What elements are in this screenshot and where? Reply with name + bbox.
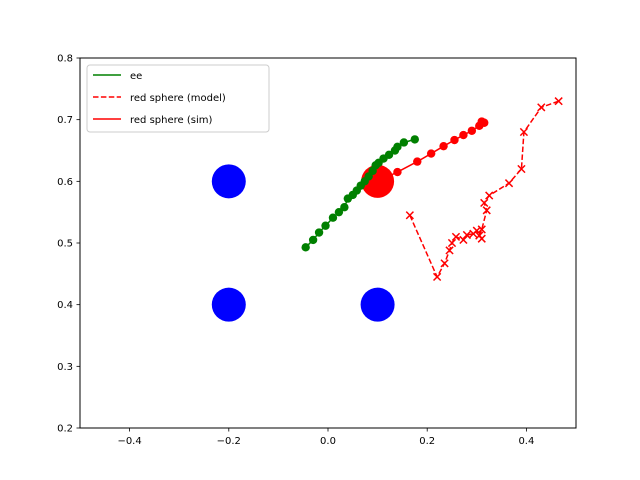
point-red-sphere-sim <box>413 157 422 166</box>
point-red-sphere-model <box>477 225 486 234</box>
plot-area <box>211 97 563 322</box>
x-tick-label: −0.2 <box>217 436 241 447</box>
point-red-sphere-model <box>482 206 491 215</box>
point-red-sphere-sim <box>439 141 448 151</box>
point-red-sphere-model <box>554 97 563 106</box>
y-tick-label: 0.3 <box>57 362 73 373</box>
x-axis: −0.4 −0.2 0.0 0.2 0.4 <box>117 428 534 447</box>
obstacle-sphere <box>211 164 246 199</box>
point-red-sphere-model <box>447 238 457 248</box>
point-red-sphere-model <box>445 246 454 255</box>
point-red-sphere-model <box>519 127 529 137</box>
point-red-sphere-sim <box>467 126 477 135</box>
point-red-sphere-model <box>440 259 449 268</box>
point-red-sphere-sim <box>373 177 382 186</box>
point-ee <box>399 138 409 147</box>
point-ee <box>410 135 419 144</box>
point-ee <box>321 221 330 230</box>
legend-label-ee: ee <box>130 71 142 82</box>
point-ee <box>308 235 318 245</box>
point-red-sphere-model <box>469 229 478 238</box>
point-ee <box>301 243 310 252</box>
y-tick-label: 0.6 <box>57 177 73 188</box>
point-red-sphere-sim <box>393 167 402 177</box>
point-red-sphere-model <box>477 234 486 243</box>
y-tick-label: 0.7 <box>57 115 73 126</box>
point-red-sphere-model <box>480 198 489 208</box>
legend-label-red-sphere-sim: red sphere (sim) <box>130 115 212 126</box>
legend: ee red sphere (model) red sphere (sim) <box>86 64 270 133</box>
x-tick-label: −0.4 <box>117 436 141 447</box>
point-ee <box>314 228 324 237</box>
point-ee <box>328 213 338 222</box>
point-red-sphere-sim <box>426 149 436 158</box>
point-red-sphere-sim <box>480 118 489 127</box>
point-red-sphere-model <box>504 179 514 188</box>
point-red-sphere-sim <box>459 130 468 140</box>
y-tick-label: 0.5 <box>57 239 73 250</box>
obstacle-sphere <box>360 287 395 322</box>
point-red-sphere-model <box>451 232 461 241</box>
legend-frame <box>86 64 270 133</box>
point-red-sphere-model <box>405 211 414 220</box>
point-red-sphere-model <box>485 191 494 200</box>
legend-label-red-sphere-model: red sphere (model) <box>130 93 226 104</box>
point-red-sphere-model <box>432 272 442 282</box>
point-red-sphere-model <box>462 230 472 240</box>
y-tick-label: 0.8 <box>57 54 73 65</box>
point-red-sphere-sim <box>450 135 459 145</box>
point-ee <box>384 150 394 160</box>
obstacle-sphere <box>211 287 246 322</box>
point-ee <box>393 142 402 151</box>
point-red-sphere-model <box>537 103 546 112</box>
point-red-sphere-model <box>459 235 468 245</box>
y-axis: 0.2 0.3 0.4 0.5 0.6 0.7 0.8 <box>57 54 80 435</box>
point-red-sphere-model <box>517 164 526 174</box>
x-tick-label: 0.2 <box>419 436 435 447</box>
point-ee <box>334 207 344 217</box>
y-tick-label: 0.4 <box>57 300 73 311</box>
x-tick-label: 0.0 <box>320 436 336 447</box>
point-ee <box>340 203 349 212</box>
x-tick-label: 0.4 <box>518 436 534 447</box>
y-tick-label: 0.2 <box>57 424 73 435</box>
